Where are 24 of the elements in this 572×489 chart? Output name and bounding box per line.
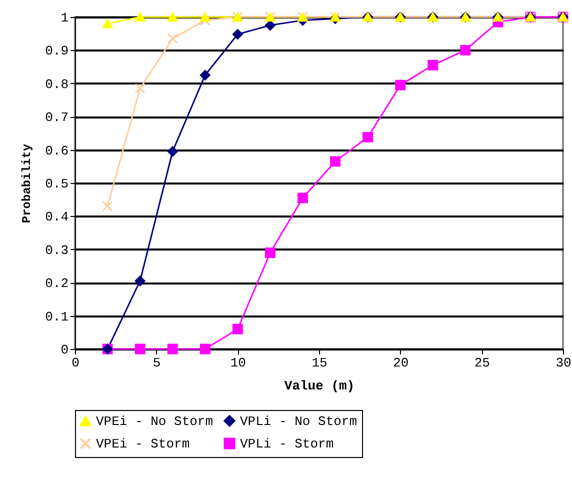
- y-tick-label: 0: [60, 342, 68, 358]
- y-axis-title: Probability: [20, 144, 34, 224]
- y-tick-label: 0.3: [45, 242, 68, 258]
- y-tick-label: 0.1: [45, 309, 69, 324]
- legend-label: VPLi - Storm: [240, 436, 334, 452]
- y-tick-label: 0.8: [45, 76, 68, 92]
- x-tick-label: 10: [230, 356, 246, 370]
- x-tick-label: 0: [72, 356, 80, 370]
- x-tick-label: 30: [556, 356, 572, 370]
- x-axis-title: Value (m): [284, 378, 355, 394]
- y-tick-label: 0.4: [45, 210, 69, 225]
- y-tick-label: 0.9: [45, 44, 68, 59]
- y-tick-label: 0.7: [45, 110, 68, 126]
- x-tick-label: 5: [152, 356, 161, 370]
- y-tick-label: 0.5: [45, 176, 68, 192]
- x-tick-label: 25: [474, 356, 490, 370]
- legend-label: VPEi - Storm: [96, 436, 190, 452]
- y-tick-label: 0.6: [45, 143, 68, 158]
- legend-label: VPLi - No Storm: [240, 414, 358, 429]
- x-tick-label: 20: [393, 356, 409, 370]
- y-tick-label: 1: [60, 10, 69, 26]
- y-tick-label: 0.2: [45, 276, 68, 292]
- legend-label: VPEi - No Storm: [96, 414, 214, 430]
- x-tick-label: 15: [312, 356, 328, 370]
